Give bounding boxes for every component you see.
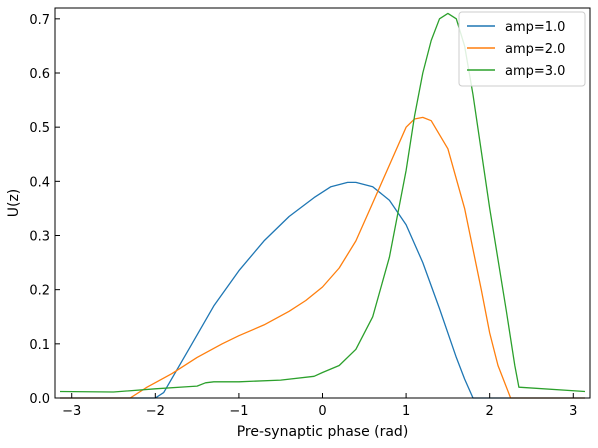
legend-box	[458, 11, 586, 87]
x-tick-label: 1	[402, 404, 410, 419]
y-tick-label: 0.4	[29, 175, 50, 190]
legend-label-2: amp=2.0	[505, 42, 565, 57]
series-line-3	[59, 12, 586, 393]
series-line-2	[60, 116, 585, 399]
y-tick-label: 0.1	[29, 338, 50, 353]
y-tick-label: 0.3	[29, 230, 50, 245]
y-tick-label: 0.6	[29, 67, 50, 82]
x-tick-label: −3	[62, 404, 81, 419]
series-layer	[59, 12, 586, 399]
y-tick-label: 0.2	[29, 284, 50, 299]
x-tick-label: 3	[569, 404, 577, 419]
legend: amp=1.0 amp=2.0 amp=3.0	[458, 11, 586, 87]
plot-frame	[54, 7, 591, 399]
y-axis-label: U(z)	[6, 189, 22, 218]
legend-label-1: amp=1.0	[505, 20, 565, 35]
x-tick-label: 2	[486, 404, 494, 419]
x-tick-label: −2	[146, 404, 165, 419]
y-tick-label: 0.0	[29, 392, 50, 407]
y-tick-label: 0.5	[29, 121, 50, 136]
x-axis-label: Pre-synaptic phase (rad)	[237, 424, 409, 440]
legend-label-3: amp=3.0	[505, 64, 565, 79]
y-tick-label: 0.7	[29, 13, 50, 28]
x-tick-label: 0	[318, 404, 326, 419]
x-tick-label: −1	[229, 404, 248, 419]
series-line-1	[60, 181, 585, 399]
tick-layer: −3 −2 −1 0 1 2 3 0.0 0.1 0.2 0.3 0.4 0.5 0.6 0.7	[29, 13, 577, 419]
